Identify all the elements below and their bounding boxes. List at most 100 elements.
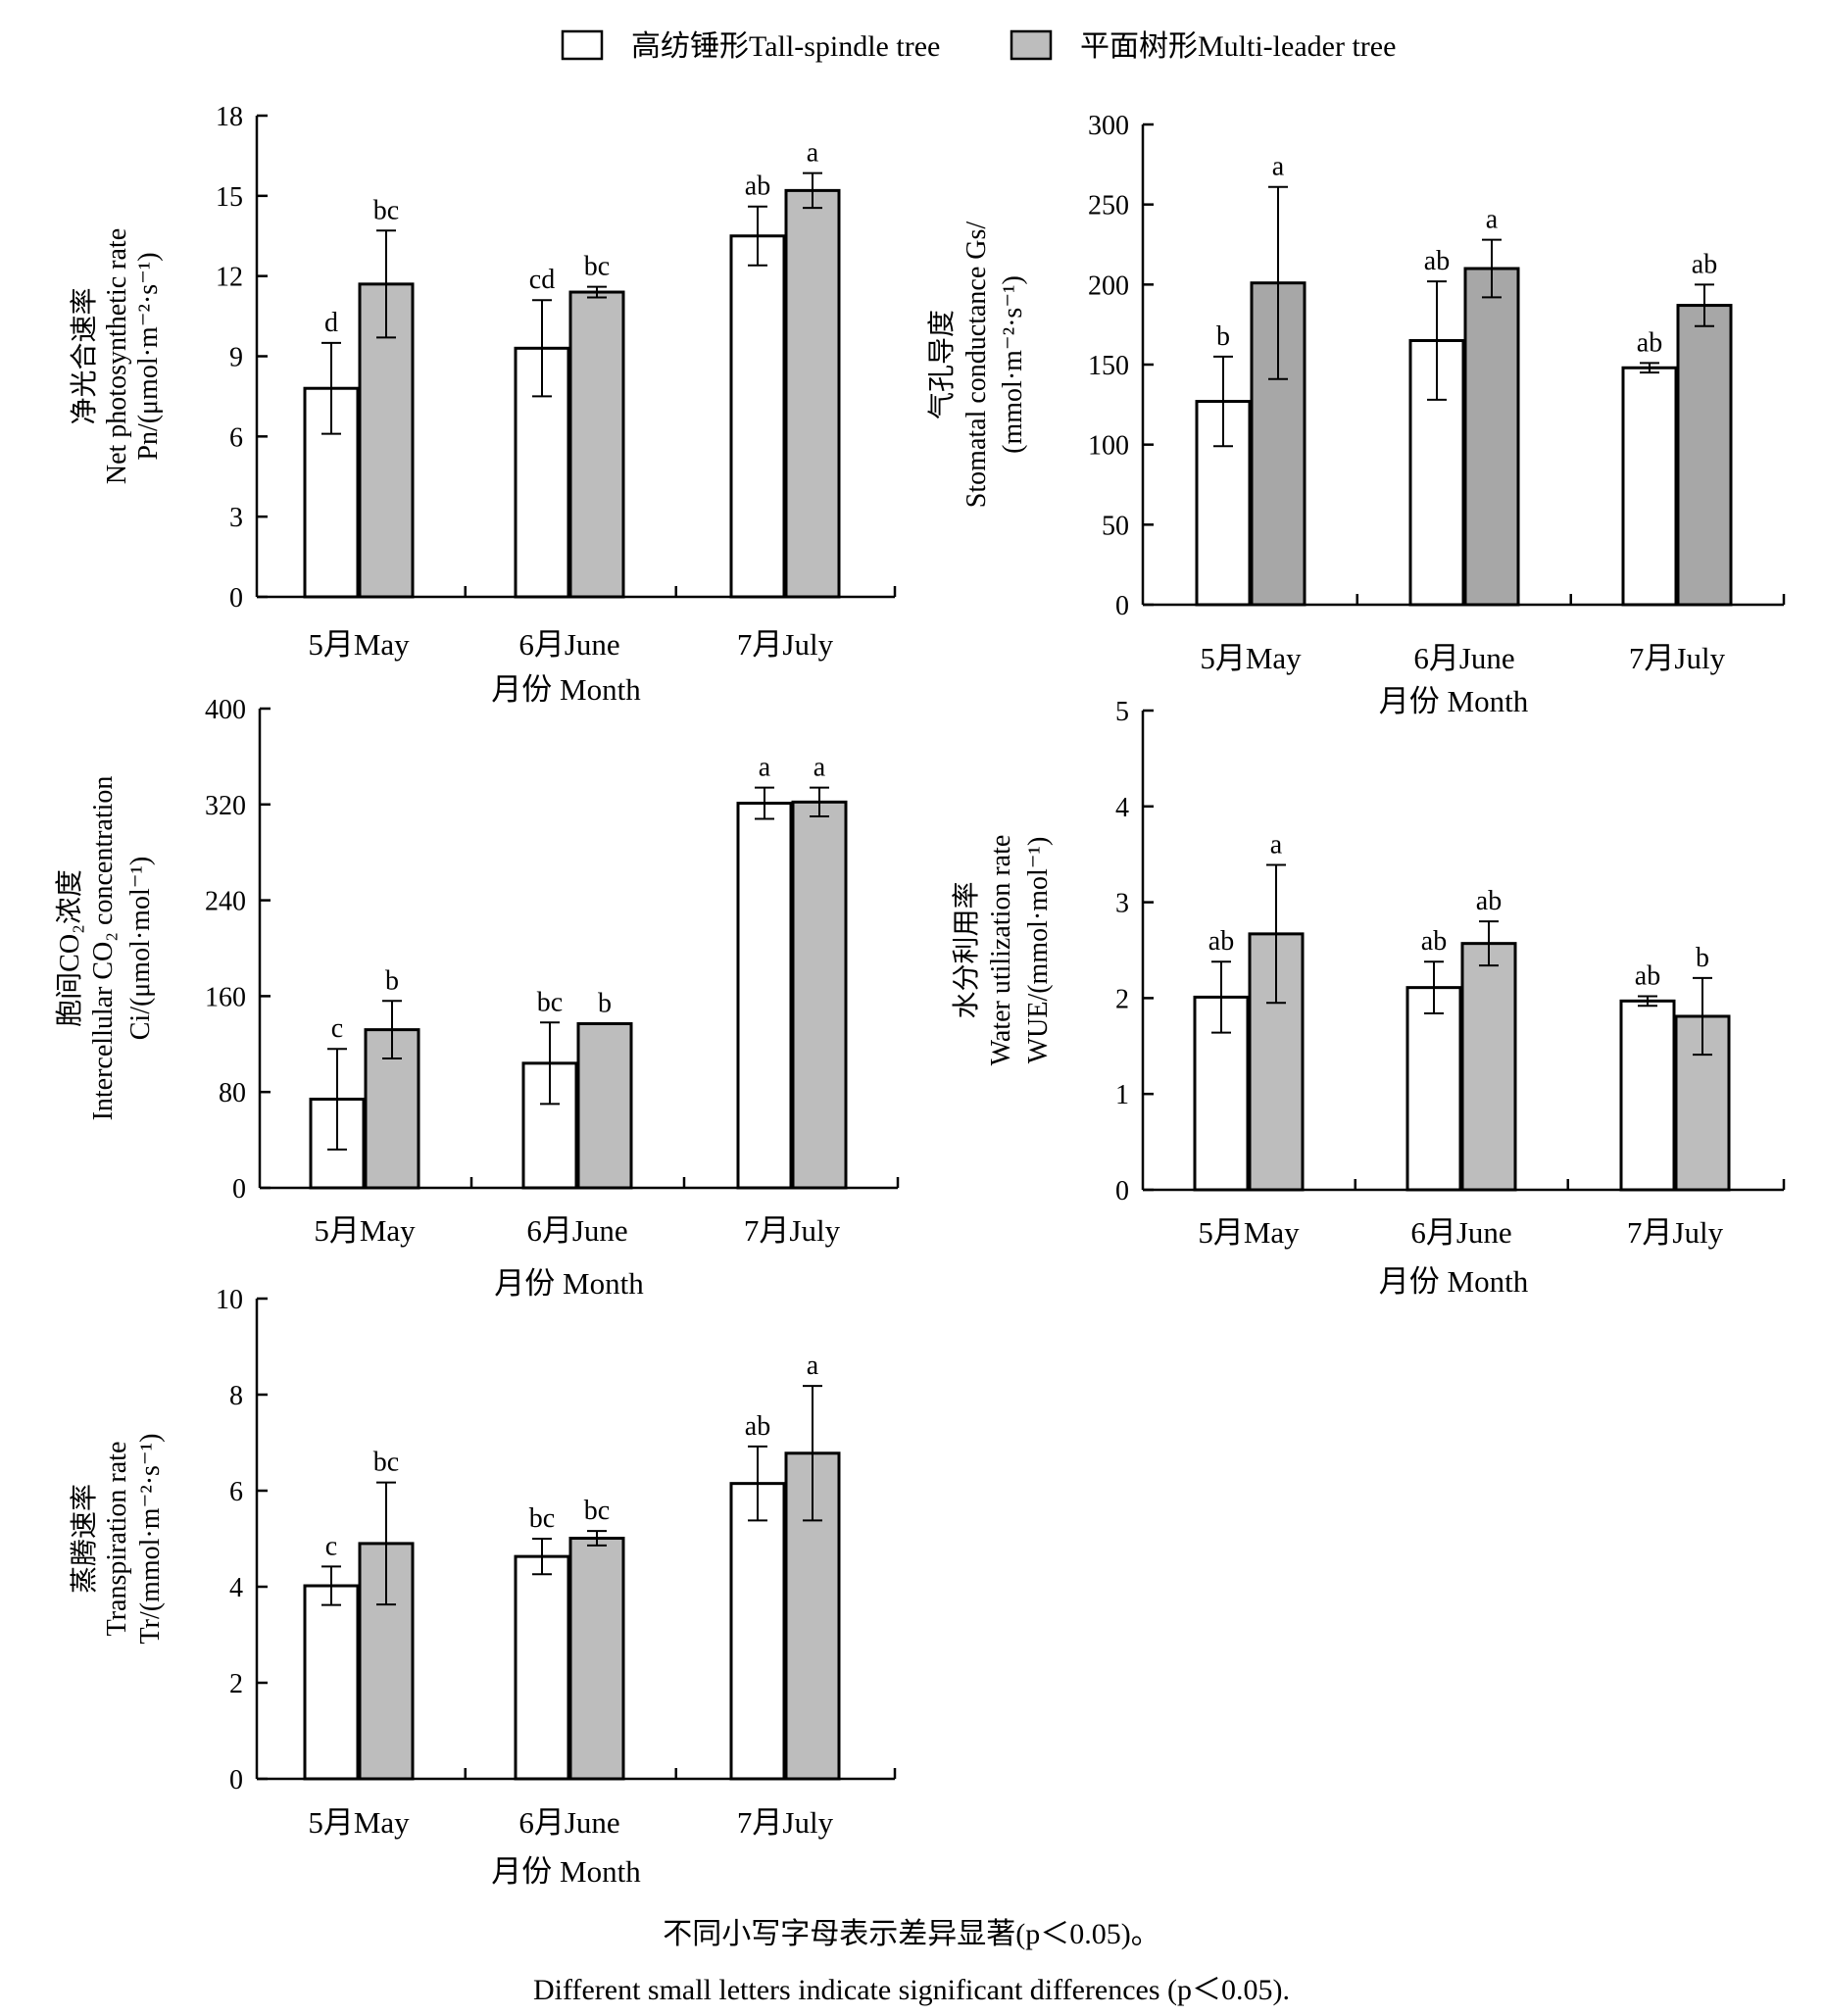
bar (791, 800, 848, 1190)
legend-label-multi-leader: 平面树形Multi-leader tree (1080, 30, 1396, 63)
significance-letter: ab (745, 1411, 770, 1442)
bar (729, 234, 786, 599)
significance-letter: bc (373, 195, 399, 225)
significance-letter: a (759, 753, 771, 783)
legend: 高纺锤形Tall-spindle tree 平面树形Multi-leader t… (561, 29, 1396, 63)
bar (1460, 942, 1517, 1192)
significance-letter: a (807, 1351, 819, 1381)
significance-letter: cd (529, 265, 555, 295)
significance-letter: bc (373, 1448, 399, 1478)
y-tick-label: 200 (1088, 270, 1129, 301)
bar (576, 1022, 633, 1190)
y-axis-title-cn: 胞间CO₂浓度 (54, 869, 85, 1027)
category-label: 6月June (526, 1213, 627, 1248)
significance-letter: c (331, 1013, 343, 1044)
category-label: 6月June (1410, 1215, 1511, 1250)
y-tick-label: 12 (216, 263, 243, 293)
y-tick-label: 80 (219, 1078, 246, 1108)
category-label: 5月May (314, 1213, 416, 1248)
significance-letter: a (813, 753, 826, 783)
x-axis-title: 月份 Month (494, 1266, 644, 1301)
y-tick-label: 3 (1115, 889, 1129, 919)
significance-letter: ab (1637, 327, 1662, 358)
y-tick-label: 100 (1088, 431, 1129, 462)
x-axis-title: 月份 Month (491, 672, 641, 707)
y-axis-title-unit: (mmol·m⁻²·s⁻¹) (998, 275, 1028, 454)
legend-swatch-tall-spindle (561, 29, 604, 61)
x-axis-title: 月份 Month (1379, 1264, 1529, 1299)
y-tick-label: 250 (1088, 191, 1129, 221)
significance-letter: ab (1424, 246, 1450, 276)
y-axis-title-unit: Pn/(μmol·m⁻²·s⁻¹) (133, 252, 164, 460)
y-axis-title-en: Stomatal conductance Gs/ (961, 221, 992, 509)
y-tick-label: 5 (1115, 697, 1129, 727)
footnote-en: Different small letters indicate signifi… (533, 1974, 1290, 2006)
significance-letter: c (325, 1531, 337, 1561)
bar (514, 1554, 570, 1781)
bar (729, 1482, 786, 1781)
bar (1405, 986, 1462, 1192)
bar (568, 290, 625, 599)
chart-ci: 0 80 160 240 320 400 5月May 6月June 7月July 月份 Month… (54, 695, 900, 1301)
category-label: 6月June (518, 627, 619, 662)
category-label: 5月May (1200, 641, 1302, 675)
y-tick-label: 4 (1115, 793, 1129, 823)
y-axis-title-unit: WUE/(mmol·mol⁻¹) (1023, 837, 1054, 1064)
category-label: 6月June (518, 1805, 619, 1840)
y-tick-label: 6 (229, 1477, 243, 1507)
category-label: 5月May (308, 1805, 410, 1840)
significance-letter: a (1270, 829, 1283, 860)
significance-letter: a (807, 138, 819, 169)
legend-swatch-multi-leader (1010, 29, 1053, 61)
y-tick-label: 1 (1115, 1080, 1129, 1110)
y-axis-title-en: Water utilization rate (986, 835, 1016, 1066)
significance-letter: bc (529, 1503, 555, 1534)
significance-letter: a (1486, 205, 1499, 235)
y-tick-label: 320 (205, 791, 246, 821)
significance-letter: bc (584, 252, 610, 282)
y-tick-label: 0 (232, 1174, 246, 1205)
x-axis-title: 月份 Month (1379, 684, 1529, 718)
category-label: 7月July (1627, 1215, 1724, 1250)
significance-letter: d (324, 308, 338, 338)
category-label: 7月July (737, 1805, 834, 1840)
significance-letter: bc (537, 987, 563, 1017)
y-axis-title-cn: 水分利用率 (951, 881, 982, 1018)
significance-letter: ab (745, 172, 770, 202)
y-axis-title-cn: 蒸腾速率 (69, 1484, 100, 1594)
significance-letter: ab (1421, 926, 1447, 957)
y-axis-title-unit: Ci/(μmol·mol⁻¹) (125, 857, 156, 1041)
bar (1621, 366, 1678, 607)
category-label: 7月July (737, 627, 834, 662)
category-label: 6月June (1413, 641, 1514, 675)
y-axis-title-cn: 气孔导度 (926, 310, 958, 419)
significance-letter: ab (1635, 960, 1660, 991)
significance-letter: b (1696, 943, 1709, 973)
category-label: 7月July (744, 1213, 841, 1248)
legend-label-tall-spindle: 高纺锤形Tall-spindle tree (631, 30, 940, 63)
y-tick-label: 160 (205, 982, 246, 1012)
significance-letter: bc (584, 1496, 610, 1526)
y-tick-label: 50 (1102, 511, 1129, 541)
bar (736, 802, 793, 1190)
y-axis-title-en: Net photosynthetic rate (102, 228, 132, 484)
bar (1463, 267, 1520, 607)
y-axis-title-unit: Tr/(mmol·m⁻²·s⁻¹) (135, 1434, 166, 1645)
y-tick-label: 8 (229, 1381, 243, 1411)
significance-letter: ab (1692, 249, 1717, 279)
y-tick-label: 9 (229, 343, 243, 373)
y-tick-label: 0 (1115, 591, 1129, 621)
y-tick-label: 3 (229, 503, 243, 533)
y-tick-label: 300 (1088, 111, 1129, 141)
y-tick-label: 10 (216, 1285, 243, 1315)
bar (568, 1537, 625, 1781)
y-axis-title-en: Transpiration rate (102, 1442, 132, 1637)
bar (303, 1584, 360, 1781)
bar (1619, 999, 1676, 1192)
significance-letter: b (385, 965, 399, 996)
